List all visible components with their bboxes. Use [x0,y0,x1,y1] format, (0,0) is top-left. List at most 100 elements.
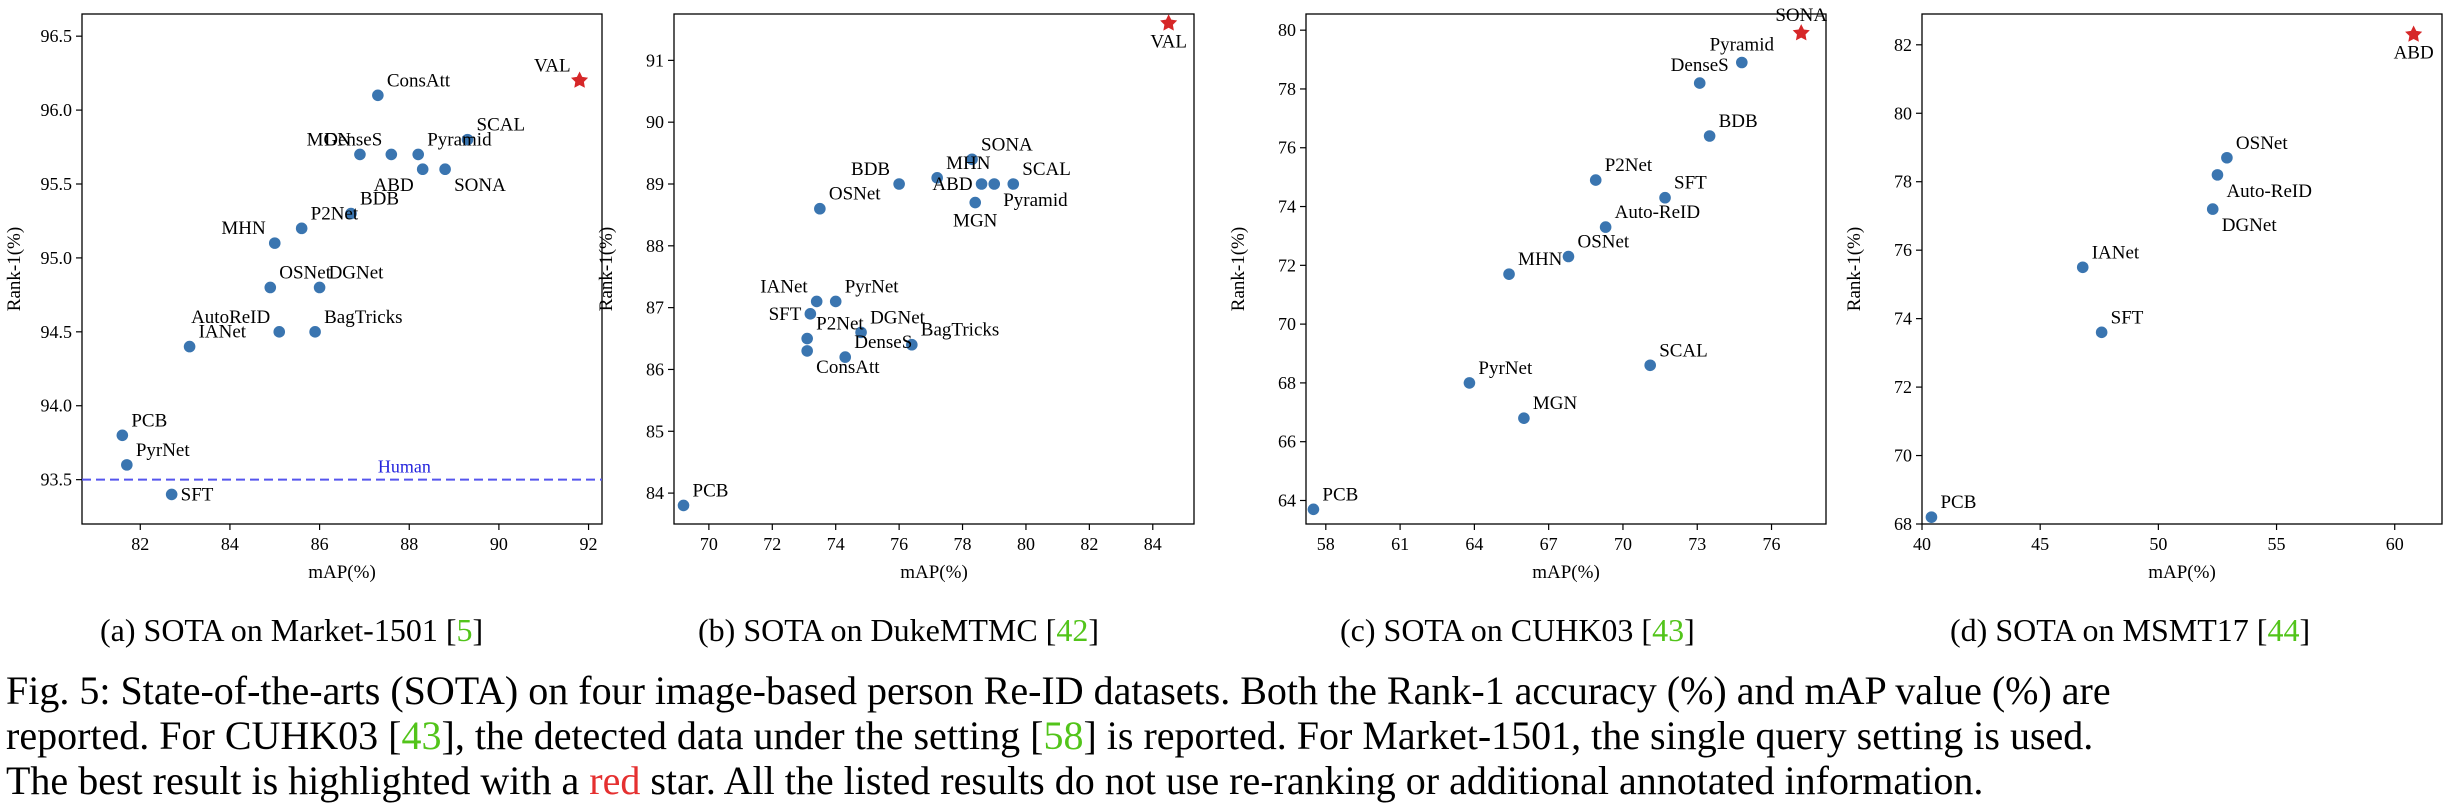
x-tick-label: 82 [1080,534,1098,554]
ref-link[interactable]: 43 [1652,612,1685,648]
point-label: MGN [953,211,998,232]
x-tick-label: 64 [1465,534,1483,554]
point-label: OSNet [2236,133,2288,154]
point-label: Pyramid [1003,190,1068,211]
point-label: ConsAtt [816,357,880,378]
point-label: PCB [1322,484,1358,505]
point-label: BagTricks [324,307,402,328]
x-tick-label: 78 [954,534,972,554]
data-point [1703,130,1716,142]
y-axis-label: Rank-1(%) [596,227,617,311]
y-tick-label: 68 [1278,373,1296,393]
y-tick-label: 64 [1278,490,1296,510]
data-point [273,326,286,338]
point-label: MGN [307,129,352,150]
point-label: AutoReID [191,307,270,328]
data-point [385,148,398,161]
point-label: DenseS [854,332,912,353]
point-label: Auto-ReID [2226,181,2311,202]
data-point [2206,203,2219,215]
x-tick-label: 84 [221,534,239,554]
y-tick-label: 72 [1278,255,1296,275]
data-point [1503,268,1515,280]
x-tick-label: 61 [1391,534,1409,554]
point-label: OSNet [1577,232,1629,253]
point-label: BagTricks [921,320,999,341]
plot-frame [1921,13,2443,525]
point-label: MHN [946,153,991,174]
human-label: Human [378,457,431,477]
point-label: MHN [1518,249,1563,270]
best-result-star [1792,24,1810,41]
point-label: OSNet [279,262,331,283]
scatter-chart-3: 40 45 50 55 60 68 70 72 74 76 78 80 82 mAP(%) Rank-1(%… [1844,13,2443,583]
data-point [268,237,281,249]
data-point [1693,77,1706,89]
point-label: SCAL [1022,159,1071,180]
data-point [810,295,823,308]
ref-link[interactable]: 58 [1043,713,1084,758]
x-tick-label: 86 [311,534,329,554]
data-point [931,172,943,184]
point-label: ABD [2394,43,2434,64]
point-label: PCB [131,410,167,431]
subcaption-b: (b) SOTA on DukeMTMC [42] [698,612,1099,648]
x-axis-label: mAP(%) [308,562,376,583]
data-point [1599,221,1612,233]
point-label: BDB [851,159,890,180]
y-tick-label: 95.5 [41,174,73,194]
x-tick-label: 73 [1688,534,1706,554]
point-label: SCAL [1659,340,1708,361]
ref-link[interactable]: 44 [2267,612,2300,648]
ref-link[interactable]: 43 [401,713,442,758]
point-label: P2Net [816,314,864,335]
data-point [966,153,978,166]
point-label: SFT [181,484,214,505]
data-point [416,163,429,176]
data-point [677,499,690,512]
y-tick-label: 76 [1278,138,1296,158]
x-tick-label: 72 [763,534,781,554]
ref-link[interactable]: 42 [1056,612,1089,648]
x-tick-label: 80 [1017,534,1035,554]
data-point [855,326,867,339]
best-result-star [571,71,589,88]
point-label: BDB [360,189,399,210]
data-point [165,488,178,501]
red-word: red [589,758,641,803]
data-point [2211,169,2224,181]
subcaption-a: (a) SOTA on Market-1501 [5] [100,612,484,648]
figure-caption: Fig. 5: State-of-the-arts (SOTA) on four… [6,668,2458,803]
point-label: SFT [1674,173,1707,194]
data-point [412,148,425,161]
point-label: IANet [2092,242,2140,263]
point-label: VAL [1150,31,1187,52]
point-label: DGNet [2222,215,2278,236]
data-point [839,351,852,363]
x-tick-label: 92 [580,534,598,554]
point-label: SONA [454,175,506,196]
point-label: P2Net [1605,155,1653,176]
data-point [969,196,982,209]
data-point [804,308,817,320]
point-label: ConsAtt [387,70,451,91]
point-label: OSNet [829,184,881,205]
y-tick-label: 94.0 [41,396,73,416]
y-tick-label: 70 [1894,446,1912,466]
data-point [121,459,133,471]
ref-link[interactable]: 5 [456,612,473,648]
point-label: Pyramid [427,129,492,150]
y-tick-label: 70 [1278,314,1296,334]
y-tick-label: 78 [1894,172,1912,192]
scatter-chart-1: 70 72 74 76 78 80 82 84 84 85 86 87 88 89 90 91 mAP(%) Ra… [596,13,1195,583]
point-label: DGNet [329,262,385,283]
point-label: ABD [374,175,414,196]
point-label: SFT [769,304,802,325]
y-tick-label: 80 [1278,20,1296,40]
x-tick-label: 84 [1144,534,1162,554]
subcaption-c: (c) SOTA on CUHK03 [43] [1340,612,1695,648]
data-point [906,338,918,351]
point-label: VAL [534,56,571,77]
point-label: DenseS [1671,55,1729,76]
plot-frame [81,13,603,525]
